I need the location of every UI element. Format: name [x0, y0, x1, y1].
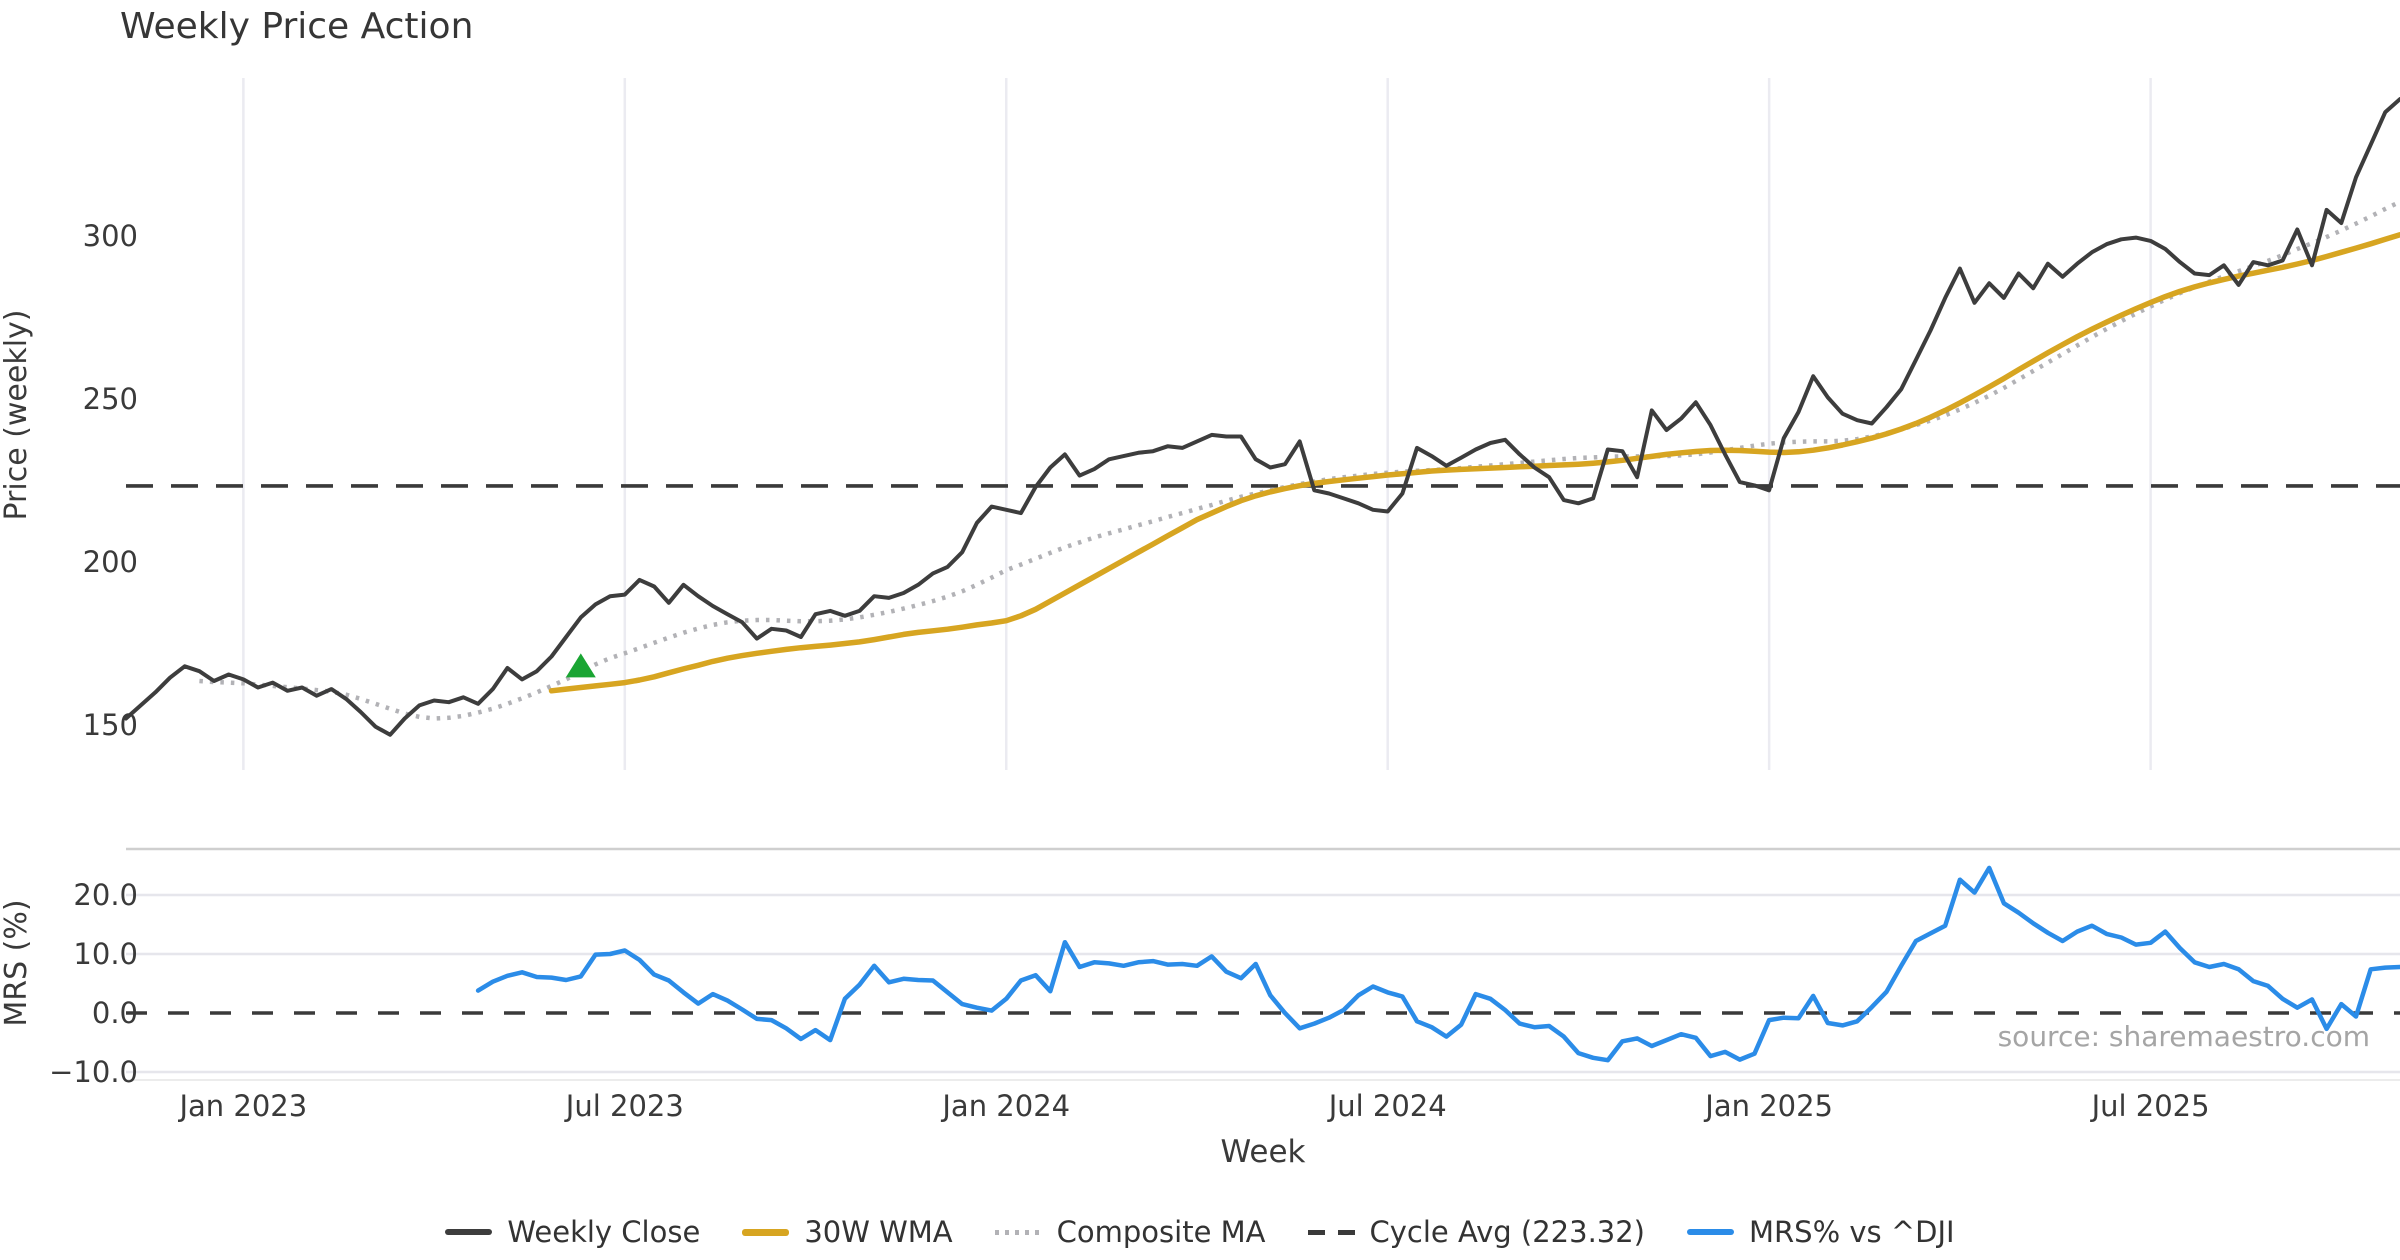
weekly-close-line — [124, 97, 2400, 737]
mrs-y-tick-20: 20.0 — [73, 878, 138, 912]
x-tick-jan-2025: Jan 2025 — [1705, 1089, 1833, 1123]
legend-label: Cycle Avg (223.32) — [1369, 1215, 1646, 1249]
legend: Weekly Close 30W WMA Composite MA Cycle Avg… — [0, 1206, 2400, 1258]
wma-line — [548, 231, 2400, 694]
week-axis-label: Week — [1220, 1134, 1306, 1170]
main-y-tick-150: 150 — [82, 708, 138, 742]
main-y-tick-250: 250 — [82, 382, 138, 416]
mrs-y-tick-10: 10.0 — [73, 937, 138, 971]
legend-label: Composite MA — [1056, 1215, 1266, 1249]
source-credit: source: sharemaestro.com — [1997, 1020, 2370, 1053]
x-tick-jul-2023: Jul 2023 — [565, 1089, 684, 1123]
legend-item-mrs: MRS% vs ^DJI — [1687, 1215, 1955, 1249]
legend-item-cycle: Cycle Avg (223.32) — [1307, 1215, 1646, 1249]
legend-label: Weekly Close — [507, 1215, 701, 1249]
legend-label: 30W WMA — [804, 1215, 953, 1249]
legend-item-close: Weekly Close — [445, 1215, 700, 1249]
legend-label: MRS% vs ^DJI — [1749, 1215, 1955, 1249]
legend-swatch-wma — [742, 1228, 790, 1236]
chart-title: Weekly Price Action — [120, 6, 474, 47]
composite-ma-line — [199, 199, 2400, 721]
legend-swatch-close — [445, 1229, 493, 1235]
x-tick-jan-2023: Jan 2023 — [179, 1089, 308, 1123]
legend-swatch-composite — [994, 1229, 1042, 1235]
buy-signal-marker — [565, 653, 596, 678]
x-tick-jan-2024: Jan 2024 — [942, 1089, 1071, 1123]
legend-swatch-cycle — [1307, 1229, 1355, 1235]
legend-item-composite: Composite MA — [994, 1215, 1266, 1249]
mrs-line — [475, 865, 2400, 1063]
x-tick-jul-2025: Jul 2025 — [2091, 1089, 2210, 1123]
legend-swatch-mrs — [1687, 1229, 1734, 1235]
main-y-tick-300: 300 — [82, 219, 138, 253]
legend-item-wma: 30W WMA — [742, 1215, 953, 1249]
x-tick-jul-2024: Jul 2024 — [1328, 1089, 1447, 1123]
mrs-y-tick-0: 0.0 — [91, 996, 138, 1030]
mrs-y-tick--10: −10.0 — [49, 1055, 138, 1089]
main-y-tick-200: 200 — [82, 545, 138, 579]
